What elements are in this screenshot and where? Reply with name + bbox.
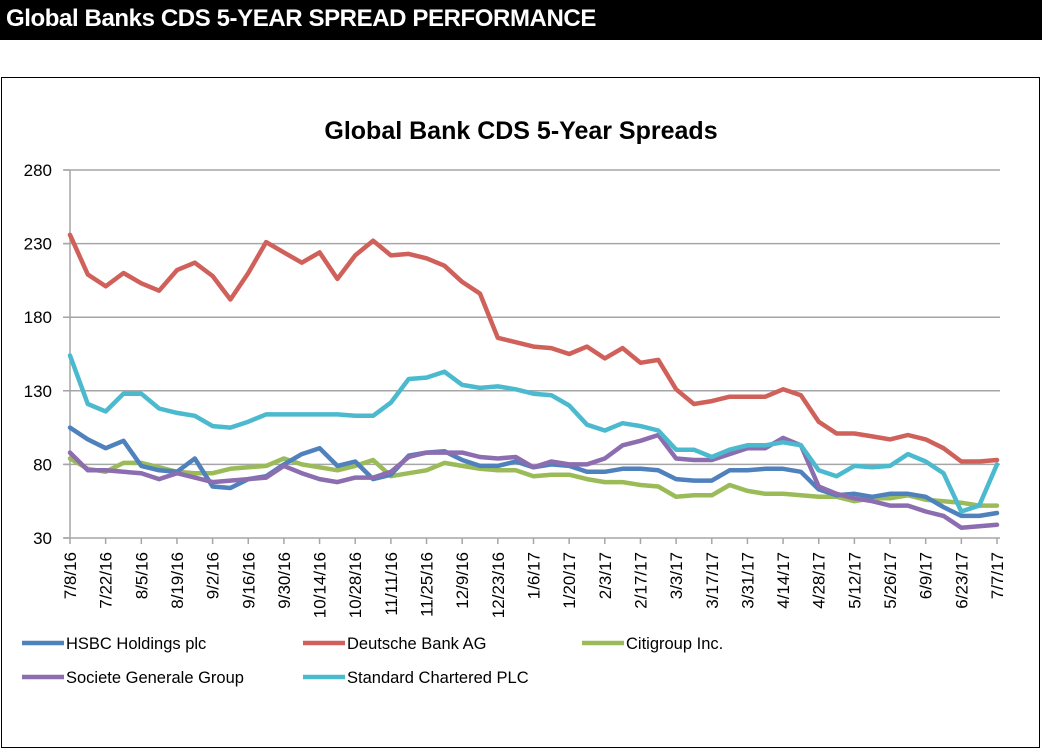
x-tick-label: 7/7/17: [988, 552, 1007, 599]
x-tick-label: 9/2/16: [204, 552, 223, 599]
x-tick-label: 9/16/16: [239, 552, 258, 609]
x-tick-label: 4/28/17: [810, 552, 829, 609]
legend-item: Societe Generale Group: [22, 669, 244, 687]
gridlines: [63, 169, 1000, 466]
y-tick-label: 180: [24, 308, 52, 327]
y-tick-label: 30: [33, 529, 52, 548]
x-tick-label: 4/14/17: [774, 552, 793, 609]
series-line-deutsche-bank-ag: [67, 232, 1000, 464]
legend-label: Standard Chartered PLC: [347, 669, 529, 687]
series-line-societe-generale-group: [67, 432, 1000, 530]
x-tick-label: 5/26/17: [881, 552, 900, 609]
y-axis: 30 80 130 180 230 280: [24, 161, 52, 548]
series-line-citigroup-inc: [67, 456, 1000, 508]
y-tick-label: 130: [24, 382, 52, 401]
legend-label: HSBC Holdings plc: [66, 635, 206, 653]
x-tick-label: 3/3/17: [667, 552, 686, 599]
series-line-standard-chartered-plc: [67, 353, 1000, 514]
x-tick-label: 3/17/17: [703, 552, 722, 609]
x-tick-label: 10/28/16: [346, 552, 365, 618]
legend-item: HSBC Holdings plc: [22, 635, 206, 653]
x-tick-label: 1/6/17: [525, 552, 544, 599]
x-axis: 7/8/16 7/22/16 8/5/16 8/19/16 9/2/16 9/16/16 9…: [61, 169, 1007, 618]
y-tick-label: 280: [24, 161, 52, 180]
x-tick-label: 3/31/17: [738, 552, 757, 609]
x-tick-label: 12/9/16: [453, 552, 472, 609]
legend: HSBC Holdings plc Deutsche Bank AG Citigro…: [22, 635, 723, 687]
x-tick-label: 9/30/16: [275, 552, 294, 609]
x-tick-label: 8/19/16: [168, 552, 187, 609]
legend-item: Standard Chartered PLC: [303, 669, 529, 687]
legend-label: Deutsche Bank AG: [347, 635, 486, 653]
x-tick-label: 1/20/17: [560, 552, 579, 609]
x-tick-label: 12/23/16: [489, 552, 508, 618]
y-tick-label: 80: [33, 455, 52, 474]
x-tick-label: 11/11/16: [382, 552, 401, 616]
x-tick-label: 8/5/16: [132, 552, 151, 599]
x-tick-label: 2/17/17: [631, 552, 650, 609]
x-tick-label: 11/25/16: [418, 552, 437, 617]
legend-label: Citigroup Inc.: [626, 635, 723, 653]
x-tick-label: 2/3/17: [596, 552, 615, 599]
x-tick-label: 6/23/17: [952, 552, 971, 609]
page-banner: Global Banks CDS 5-YEAR SPREAD PERFORMAN…: [0, 0, 1042, 40]
banner-title: Global Banks CDS 5-YEAR SPREAD PERFORMAN…: [6, 5, 596, 32]
x-tick-label: 6/9/17: [917, 552, 936, 599]
series-lines: [67, 232, 1000, 530]
legend-label: Societe Generale Group: [66, 669, 244, 687]
legend-item: Deutsche Bank AG: [303, 635, 486, 653]
x-tick-label: 7/8/16: [61, 552, 80, 599]
x-tick-label: 7/22/16: [97, 552, 116, 609]
y-tick-label: 230: [24, 235, 52, 254]
x-tick-label: 10/14/16: [311, 552, 330, 618]
x-tick-label: 5/12/17: [845, 552, 864, 609]
chart-title: Global Bank CDS 5-Year Spreads: [324, 117, 717, 145]
legend-item: Citigroup Inc.: [582, 635, 723, 653]
